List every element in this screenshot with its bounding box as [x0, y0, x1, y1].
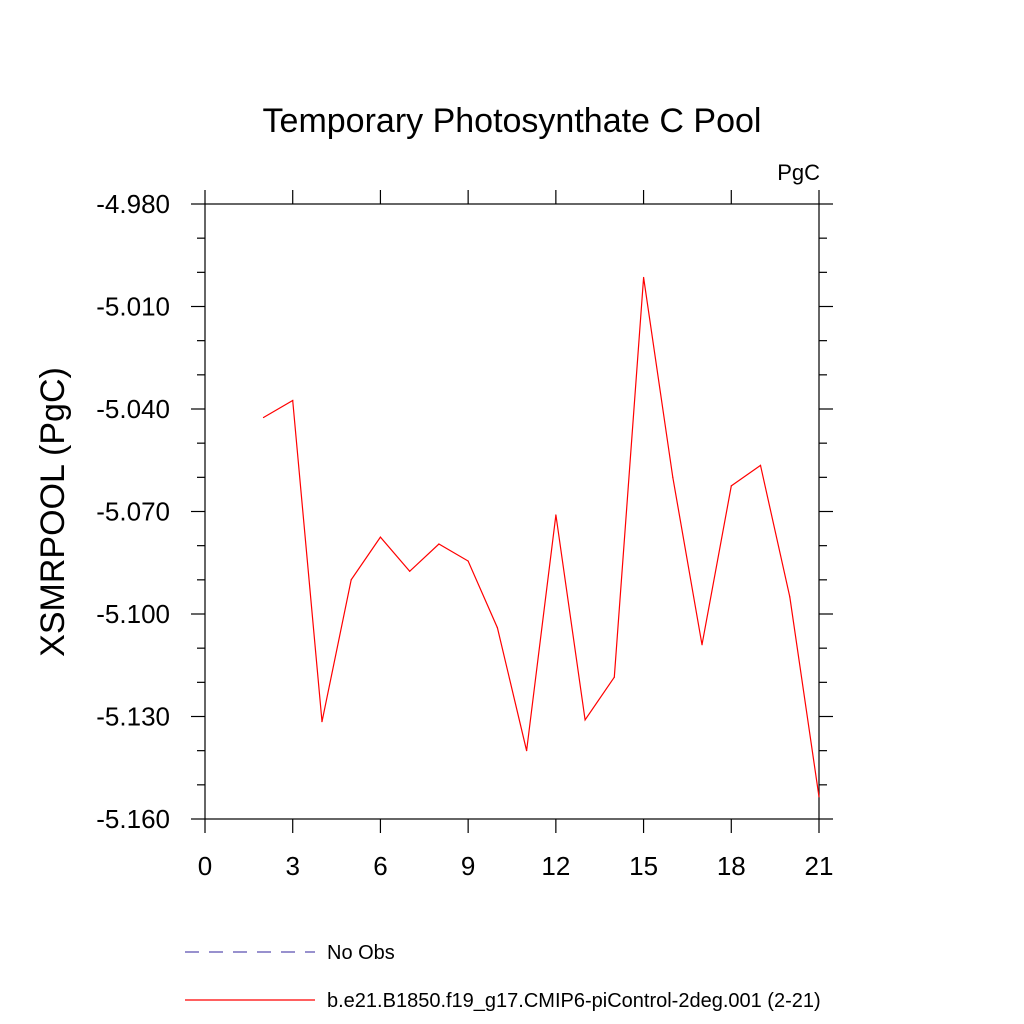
y-tick-label: -5.100 [96, 599, 170, 629]
y-tick-label: -5.040 [96, 394, 170, 424]
data-point [759, 464, 762, 466]
data-point [672, 476, 674, 478]
data-point [584, 719, 586, 721]
y-tick-label: -4.980 [96, 189, 170, 219]
data-point [613, 676, 615, 678]
series-lines [262, 276, 820, 798]
units-label: PgC [777, 160, 820, 185]
data-point [292, 399, 294, 402]
data-point [262, 416, 265, 419]
data-point [642, 276, 645, 279]
y-tick-label: -5.070 [96, 497, 170, 527]
axis-ticks: 0 3 6 9 12 15 18 21 -4.980 -5.010 -5.040 -5.070 -5.1… [96, 189, 833, 881]
chart-title: Temporary Photosynthate C Pool [263, 102, 762, 140]
x-tick-label: 3 [285, 851, 299, 881]
data-point [467, 560, 469, 562]
data-point [379, 536, 382, 538]
x-tick-label: 0 [198, 851, 212, 881]
legend: No Obs b.e21.B1850.f19_g17.CMIP6-piContro… [185, 942, 821, 1012]
data-point [438, 543, 440, 545]
data-point [496, 627, 498, 629]
data-point [789, 596, 791, 598]
data-point [818, 796, 820, 798]
data-point [409, 570, 411, 572]
data-point [730, 485, 732, 487]
data-point [701, 644, 703, 646]
x-tick-label: 9 [461, 851, 475, 881]
data-point [526, 750, 528, 752]
data-point [321, 721, 323, 723]
y-tick-label: -5.130 [96, 702, 170, 732]
y-axis-label: XSMRPOOL (PgC) [34, 367, 72, 657]
data-point [350, 579, 352, 581]
series-line-1 [263, 277, 820, 797]
legend-label: No Obs [327, 942, 395, 964]
x-tick-label: 21 [805, 851, 834, 881]
x-tick-label: 12 [541, 851, 570, 881]
y-tick-label: -5.160 [96, 804, 170, 834]
x-tick-label: 15 [629, 851, 658, 881]
y-tick-label: -5.010 [96, 292, 170, 322]
x-tick-label: 6 [373, 851, 387, 881]
data-point [555, 514, 557, 516]
x-tick-label: 18 [717, 851, 746, 881]
legend-label: b.e21.B1850.f19_g17.CMIP6-piControl-2deg… [327, 990, 821, 1012]
